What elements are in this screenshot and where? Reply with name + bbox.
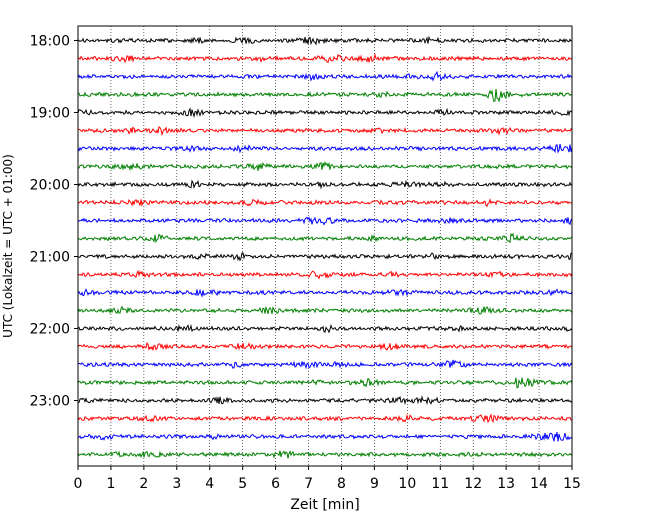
seismogram-trace xyxy=(77,450,573,459)
y-tick-label: 21:00 xyxy=(30,250,70,266)
seismogram-trace xyxy=(77,35,573,46)
y-axis-ticks: 18:00 19:00 20:00 21:00 22:00 23:00 xyxy=(30,34,78,410)
x-tick-label: 6 xyxy=(271,476,280,492)
y-tick-label: 22:00 xyxy=(30,322,70,338)
seismogram-trace xyxy=(77,252,573,262)
x-tick-label: 4 xyxy=(205,476,214,492)
seismogram-trace xyxy=(77,232,573,244)
seismogram-trace xyxy=(77,126,573,137)
y-tick-label: 19:00 xyxy=(30,106,70,122)
seismogram-trace xyxy=(77,269,573,280)
seismogram-trace xyxy=(77,431,573,442)
x-axis-label: Zeit [min] xyxy=(290,497,359,513)
seismogram-trace xyxy=(77,88,573,103)
y-tick-label: 18:00 xyxy=(30,34,70,50)
x-tick-label: 15 xyxy=(563,476,581,492)
seismogram-trace xyxy=(77,288,573,298)
seismogram-trace xyxy=(77,395,573,406)
seismogram-trace xyxy=(77,305,573,315)
y-tick-label: 20:00 xyxy=(30,178,70,194)
x-tick-label: 5 xyxy=(238,476,247,492)
seismogram-trace xyxy=(77,341,573,352)
seismogram-trace xyxy=(77,143,573,154)
x-tick-label: 13 xyxy=(497,476,515,492)
seismogram-trace xyxy=(77,160,573,172)
x-tick-label: 2 xyxy=(139,476,148,492)
y-axis-label: UTC (Lokalzeit = UTC + 01:00) xyxy=(1,154,15,338)
seismogram-trace xyxy=(77,216,573,226)
x-tick-label: 8 xyxy=(337,476,346,492)
seismogram-trace xyxy=(77,198,573,208)
seismogram-trace xyxy=(77,179,573,190)
seismogram-trace xyxy=(77,107,573,118)
seismogram-trace xyxy=(77,70,573,82)
x-tick-label: 9 xyxy=(370,476,379,492)
x-tick-label: 14 xyxy=(530,476,548,492)
trace-lines xyxy=(77,35,573,459)
plot-frame xyxy=(77,25,573,467)
x-axis-ticks: 0 1 2 3 4 5 6 7 8 9 10 11 12 13 14 15 xyxy=(74,466,581,492)
seismogram-trace xyxy=(77,413,573,424)
grid-lines xyxy=(110,26,540,466)
x-tick-label: 3 xyxy=(172,476,181,492)
x-tick-label: 12 xyxy=(464,476,482,492)
x-tick-label: 10 xyxy=(398,476,416,492)
seismogram-trace xyxy=(77,323,573,334)
seismogram-trace xyxy=(77,359,573,370)
x-tick-label: 11 xyxy=(431,476,449,492)
seismogram-trace xyxy=(77,52,573,64)
x-tick-label: 0 xyxy=(74,476,83,492)
x-tick-label: 1 xyxy=(106,476,115,492)
y-tick-label: 23:00 xyxy=(30,394,70,410)
seismogram-trace xyxy=(77,377,573,389)
x-tick-label: 7 xyxy=(304,476,313,492)
